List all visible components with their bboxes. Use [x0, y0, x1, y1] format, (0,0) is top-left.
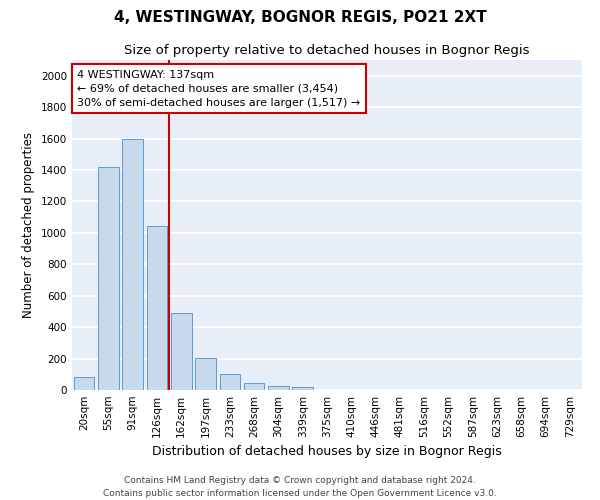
X-axis label: Distribution of detached houses by size in Bognor Regis: Distribution of detached houses by size …	[152, 446, 502, 458]
Title: Size of property relative to detached houses in Bognor Regis: Size of property relative to detached ho…	[124, 44, 530, 58]
Bar	[98, 167, 119, 390]
Bar	[171, 313, 191, 390]
Bar	[195, 358, 216, 390]
Bar	[74, 376, 94, 390]
Bar	[244, 384, 265, 390]
Text: 4, WESTINGWAY, BOGNOR REGIS, PO21 2XT: 4, WESTINGWAY, BOGNOR REGIS, PO21 2XT	[113, 10, 487, 25]
Bar	[292, 387, 313, 390]
Bar	[220, 374, 240, 390]
Bar	[122, 138, 143, 390]
Text: 4 WESTINGWAY: 137sqm
← 69% of detached houses are smaller (3,454)
30% of semi-de: 4 WESTINGWAY: 137sqm ← 69% of detached h…	[77, 70, 361, 108]
Bar	[146, 226, 167, 390]
Text: Contains HM Land Registry data © Crown copyright and database right 2024.
Contai: Contains HM Land Registry data © Crown c…	[103, 476, 497, 498]
Y-axis label: Number of detached properties: Number of detached properties	[22, 132, 35, 318]
Bar	[268, 386, 289, 390]
